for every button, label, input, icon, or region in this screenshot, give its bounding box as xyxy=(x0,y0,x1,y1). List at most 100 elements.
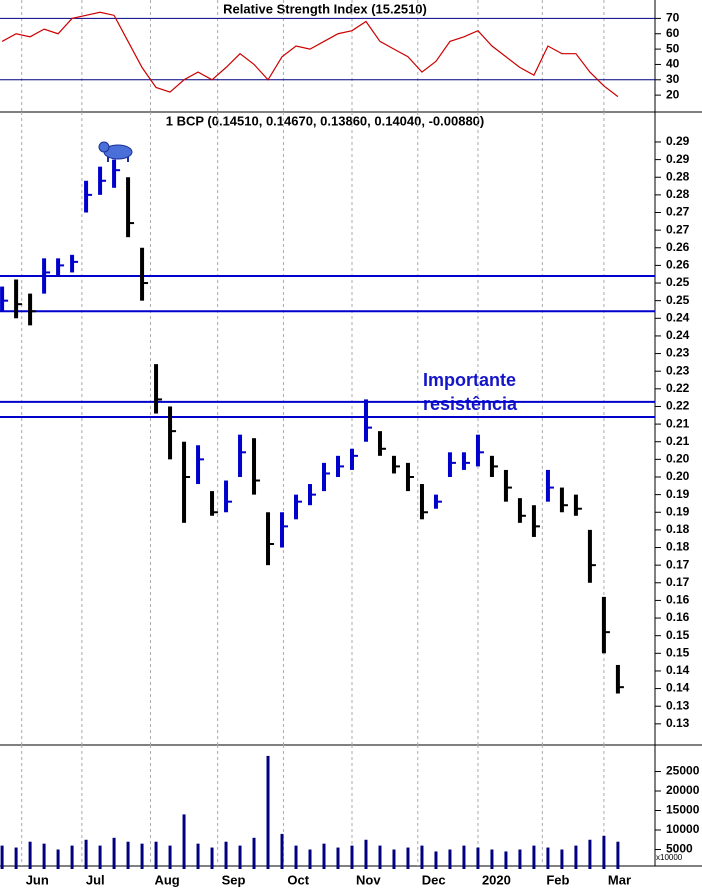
volume-bar xyxy=(0,845,4,869)
volume-bar xyxy=(336,847,340,869)
y-tick-label: 70 xyxy=(666,11,680,25)
price-bar xyxy=(112,159,117,188)
price-bar xyxy=(224,480,229,513)
volume-bar xyxy=(168,845,172,869)
y-tick-label: 50 xyxy=(666,41,680,55)
y-tick-label: 0.15 xyxy=(666,645,690,659)
x-tick-label: Jul xyxy=(86,872,105,887)
y-tick-label: 0.25 xyxy=(666,293,690,307)
volume-bar xyxy=(294,845,298,869)
volume-bar xyxy=(28,841,32,869)
volume-bar xyxy=(252,837,256,869)
price-bar xyxy=(14,279,19,319)
price-bar xyxy=(280,512,285,548)
volume-bar xyxy=(504,851,508,869)
volume-bar xyxy=(574,845,578,869)
volume-bar xyxy=(602,835,606,869)
volume-bar xyxy=(112,837,116,869)
price-bar xyxy=(294,494,299,520)
price-bar xyxy=(252,438,257,495)
y-tick-label: 0.25 xyxy=(666,275,690,289)
price-bar xyxy=(615,664,620,694)
volume-bar xyxy=(238,845,242,869)
x-tick-label: Dec xyxy=(422,872,446,887)
y-tick-label: 0.20 xyxy=(666,452,690,466)
volume-bar xyxy=(70,845,74,869)
y-tick-label: 0.14 xyxy=(666,663,690,677)
y-tick-label: 0.22 xyxy=(666,381,690,395)
x-tick-label: 2020 xyxy=(482,872,511,887)
volume-bar xyxy=(266,755,270,869)
x-tick-label: Oct xyxy=(287,872,309,887)
price-title: 1 BCP (0.14510, 0.14670, 0.13860, 0.1404… xyxy=(166,113,485,128)
y-tick-label: 0.29 xyxy=(666,134,690,148)
volume-bar xyxy=(420,845,424,869)
volume-bar xyxy=(532,845,536,869)
y-tick-label: 0.21 xyxy=(666,416,690,430)
volume-bar xyxy=(378,845,382,869)
y-tick-label: 0.16 xyxy=(666,593,690,607)
x-tick-label: Feb xyxy=(546,872,569,887)
price-bar xyxy=(266,512,271,566)
y-tick-label: 0.19 xyxy=(666,504,690,518)
price-bar xyxy=(349,448,354,470)
price-bar xyxy=(168,406,173,460)
y-tick-label: 0.27 xyxy=(666,205,690,219)
price-bar xyxy=(56,258,61,276)
price-bar xyxy=(573,494,578,516)
price-bar xyxy=(419,484,424,520)
price-bar xyxy=(322,462,327,492)
y-tick-label: 20 xyxy=(666,87,680,101)
price-bar xyxy=(70,254,75,273)
volume-bar xyxy=(518,849,522,869)
price-bar xyxy=(126,177,131,238)
annotation: resistência xyxy=(423,394,518,414)
y-tick-label: 30 xyxy=(666,72,680,86)
x-tick-label: Jun xyxy=(26,872,49,887)
price-bar xyxy=(559,487,564,513)
volume-bar xyxy=(56,849,60,869)
volume-bar xyxy=(490,849,494,869)
y-tick-label: 60 xyxy=(666,26,680,40)
volume-bar xyxy=(476,847,480,869)
y-tick-label: 0.24 xyxy=(666,328,690,342)
volume-bar xyxy=(322,843,326,869)
y-tick-label: 0.17 xyxy=(666,557,690,571)
y-tick-label: 15000 xyxy=(666,803,700,817)
price-bar xyxy=(84,180,89,213)
price-bar xyxy=(531,505,536,537)
y-tick-label: 0.22 xyxy=(666,399,690,413)
volume-bar xyxy=(448,849,452,869)
rsi-title: Relative Strength Index (15.2510) xyxy=(223,1,427,16)
rsi-line xyxy=(1,11,619,98)
y-tick-label: 0.23 xyxy=(666,346,690,360)
price-bar xyxy=(140,247,145,301)
volume-bar xyxy=(588,839,592,869)
y-tick-label: 0.21 xyxy=(666,434,690,448)
volume-bar xyxy=(210,847,214,869)
price-bar xyxy=(545,469,550,502)
volume-bar xyxy=(616,841,620,869)
y-tick-label: 0.16 xyxy=(666,610,690,624)
volume-bar xyxy=(406,847,410,869)
volume-bar xyxy=(546,847,550,869)
price-bar xyxy=(182,441,187,523)
y-tick-label: 25000 xyxy=(666,764,700,778)
x-tick-label: Mar xyxy=(608,872,631,887)
y-tick-label: 0.29 xyxy=(666,152,690,166)
price-bar xyxy=(517,498,522,523)
price-bar xyxy=(601,596,606,654)
y-tick-label: 0.18 xyxy=(666,540,690,554)
y-tick-label: 0.28 xyxy=(666,187,690,201)
volume-bar xyxy=(350,845,354,869)
volume-bar xyxy=(154,841,158,869)
volume-bar xyxy=(364,839,368,869)
annotation: Importante xyxy=(423,370,516,390)
y-tick-label: 0.15 xyxy=(666,628,690,642)
x-tick-label: Sep xyxy=(222,872,246,887)
y-tick-label: 20000 xyxy=(666,783,700,797)
y-tick-label: 0.28 xyxy=(666,169,690,183)
price-bar xyxy=(503,469,508,502)
